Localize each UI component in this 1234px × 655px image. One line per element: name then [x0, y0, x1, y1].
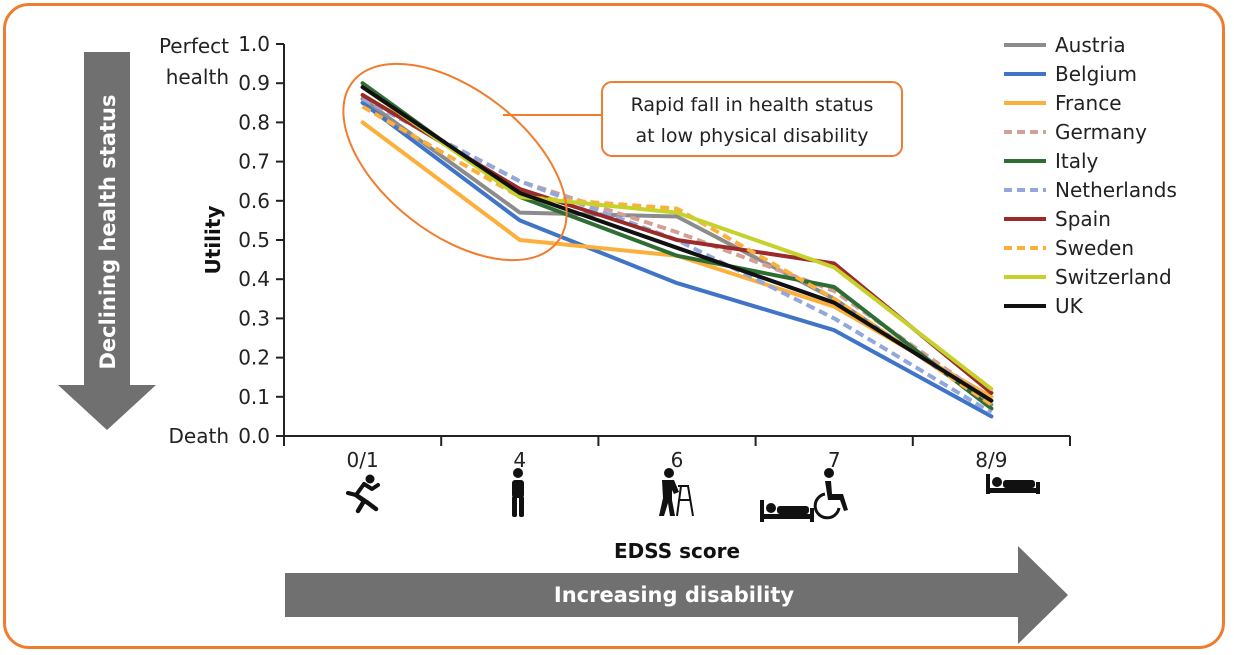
walker-person-icon [659, 468, 694, 517]
series-line-switzerland [360, 85, 994, 391]
x-tick-label: 4 [513, 448, 526, 472]
bed-icon-upper [986, 474, 1040, 494]
y-tick-label: 0.9 [238, 71, 270, 95]
legend-label: Germany [1055, 120, 1147, 144]
annotation-line1: Rapid fall in health status [631, 94, 874, 116]
declining-health-label: Declining health status [96, 94, 120, 369]
legend-label: Sweden [1055, 236, 1134, 260]
series-line-sweden [361, 104, 993, 407]
annotation: Rapid fall in health status at low physi… [342, 62, 903, 262]
legend-label: Belgium [1055, 62, 1137, 86]
y-tick-label: 0.7 [238, 150, 270, 174]
x-tick-label: 6 [671, 448, 684, 472]
legend-label: Switzerland [1055, 265, 1172, 289]
figure-frame [3, 3, 1225, 649]
x-tick-label: 8/9 [975, 448, 1007, 472]
series-line-netherlands [361, 97, 993, 415]
legend-label: Italy [1055, 149, 1099, 173]
y-tick-label: 0.3 [238, 306, 270, 330]
wheelchair-icon [813, 468, 848, 520]
annotation-box [601, 81, 903, 157]
y-tick-label: 1.0 [238, 32, 270, 56]
y-tick-label: 0.0 [238, 424, 270, 448]
series-line-belgium [360, 100, 994, 419]
y-top-label-line1: Perfect [159, 34, 229, 58]
legend-label: Netherlands [1055, 178, 1177, 202]
y-top-label-line2: health [166, 65, 229, 89]
annotation-ellipse [342, 62, 568, 262]
x-tick-label: 0/1 [347, 448, 379, 472]
increasing-disability-arrow: Increasing disability [285, 546, 1068, 644]
legend-label: Spain [1055, 207, 1111, 231]
declining-health-arrow: Declining health status [58, 52, 156, 430]
legend-label: UK [1055, 294, 1084, 318]
legend-label: France [1055, 91, 1122, 115]
y-tick-label: 0.1 [238, 385, 270, 409]
increasing-disability-label: Increasing disability [554, 583, 795, 607]
y-tick-label: 0.6 [238, 189, 270, 213]
y-tick-label: 0.2 [238, 346, 270, 370]
legend-label: Austria [1055, 33, 1126, 57]
y-axis-title: Utility [201, 206, 225, 275]
bed-icon-lower [760, 500, 814, 522]
y-bottom-label: Death [169, 424, 229, 448]
y-tick-label: 0.4 [238, 267, 270, 291]
series-line-uk [360, 85, 994, 403]
bed-icons [760, 474, 1040, 522]
x-axis-title: EDSS score [614, 539, 740, 563]
running-person-icon [346, 474, 380, 514]
y-tick-label: 0.8 [238, 110, 270, 134]
standing-person-icon [512, 468, 524, 517]
x-tick-label: 7 [828, 448, 841, 472]
legend: Austria Belgium France Germany Italy Netherla… [1004, 33, 1177, 318]
annotation-line2: at low physical disability [635, 125, 868, 147]
y-tick-label: 0.5 [238, 228, 270, 252]
